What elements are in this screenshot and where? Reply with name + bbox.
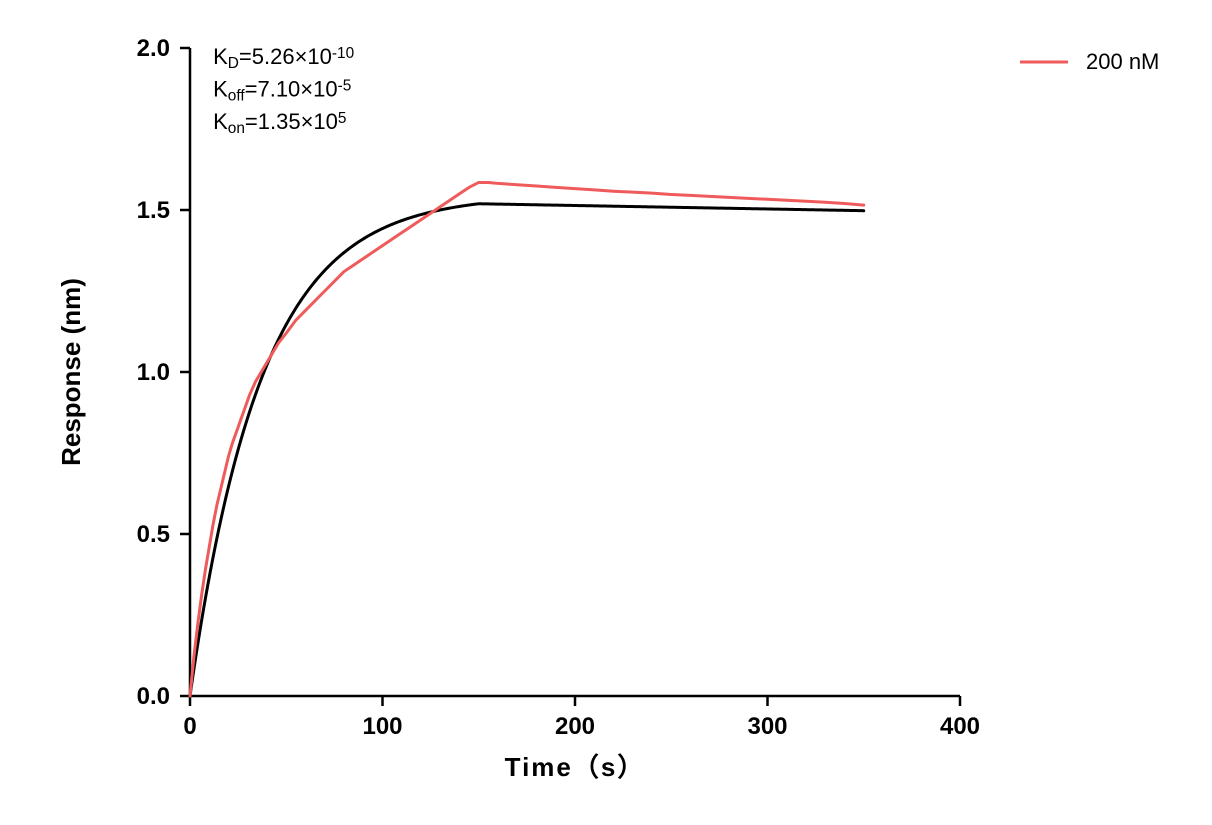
y-tick-label: 0.5 xyxy=(137,521,170,548)
chart-svg: 0 100 200 300 400 Time（s） 0.0 0.5 1.0 1.5 2.0 Respo… xyxy=(0,0,1212,825)
legend-label: 200 nM xyxy=(1086,49,1159,74)
binding-kinetics-chart: 0 100 200 300 400 Time（s） 0.0 0.5 1.0 1.5 2.0 Respo… xyxy=(0,0,1212,825)
y-tick-label: 1.0 xyxy=(137,359,170,386)
x-tick-label: 0 xyxy=(183,713,196,740)
x-tick-label: 300 xyxy=(747,713,787,740)
y-axis-label: Response (nm) xyxy=(56,278,86,466)
y-tick-label: 2.0 xyxy=(137,35,170,62)
x-axis-label: Time（s） xyxy=(505,752,646,782)
y-tick-label: 1.5 xyxy=(137,197,170,224)
x-tick-label: 200 xyxy=(555,713,595,740)
x-tick-label: 400 xyxy=(940,713,980,740)
y-tick-label: 0.0 xyxy=(137,683,170,710)
x-tick-label: 100 xyxy=(362,713,402,740)
